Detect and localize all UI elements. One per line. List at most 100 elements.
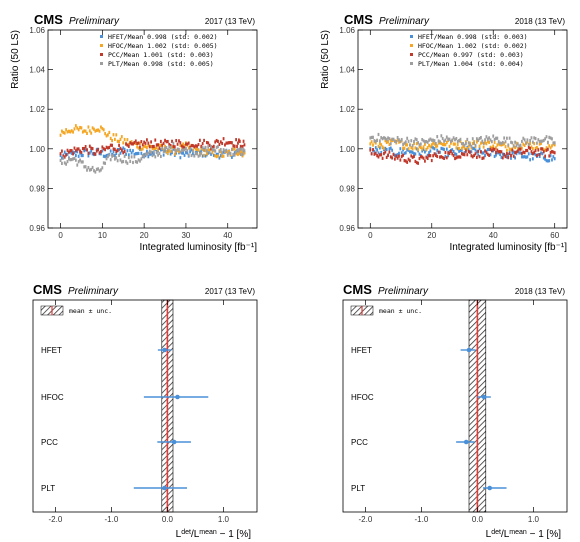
data-point [129, 159, 132, 163]
data-point [126, 143, 129, 147]
data-point [525, 148, 527, 153]
data-point [387, 136, 389, 140]
data-point [102, 147, 105, 151]
ratio-panel-0: 0.96 0.98 1.00 1.02 1.04 1.06 0 10 20 30 40 Integra… [10, 26, 258, 253]
data-point [514, 156, 516, 160]
data-point [187, 146, 190, 150]
data-point [424, 150, 426, 154]
data-point [200, 151, 203, 155]
data-point [396, 135, 399, 140]
data-point [458, 155, 460, 159]
data-point [482, 141, 485, 146]
data-point [523, 143, 526, 147]
data-point [133, 152, 136, 157]
data-point [90, 149, 93, 153]
data-point [373, 139, 376, 143]
data-point [141, 143, 144, 147]
data-point [73, 156, 76, 161]
data-point [417, 148, 420, 152]
data-point [400, 154, 403, 159]
data-point [235, 150, 237, 154]
data-point [137, 158, 140, 162]
data-point [115, 151, 118, 156]
data-point [403, 146, 406, 150]
data-point [155, 145, 158, 150]
data-point [72, 130, 74, 134]
data-point [380, 150, 383, 155]
data-point [377, 144, 380, 149]
central-point [487, 485, 493, 491]
data-point [531, 152, 534, 156]
data-point [132, 149, 134, 153]
data-point [74, 158, 77, 162]
data-point [63, 131, 66, 135]
data-point [101, 127, 104, 131]
data-point [493, 137, 496, 142]
data-point [140, 151, 143, 155]
data-point [123, 149, 126, 154]
data-point [237, 149, 239, 153]
data-point [480, 141, 482, 145]
detector-label: HFET [41, 346, 62, 355]
data-point [505, 155, 508, 159]
data-point [86, 148, 88, 152]
data-point [495, 146, 497, 150]
data-point [430, 145, 433, 149]
data-point [501, 142, 504, 147]
data-point [59, 153, 62, 158]
data-point [143, 140, 146, 144]
data-point [204, 154, 207, 158]
data-point [448, 144, 451, 148]
data-point [534, 148, 537, 153]
data-point [175, 138, 178, 143]
data-point [430, 138, 433, 142]
data-point [474, 148, 477, 152]
data-point [475, 155, 478, 160]
data-point [463, 151, 466, 155]
data-point [422, 145, 425, 149]
data-point [201, 147, 204, 152]
data-point [59, 158, 62, 163]
data-point [460, 142, 463, 146]
data-point [477, 149, 480, 153]
data-point [201, 154, 204, 158]
data-point [402, 148, 404, 152]
data-point [109, 158, 112, 162]
data-point [98, 169, 101, 173]
x-tick-label: 10 [98, 231, 107, 240]
data-point [112, 150, 115, 154]
data-point [441, 147, 444, 151]
data-point [201, 146, 204, 150]
detector-label: PLT [351, 484, 365, 493]
data-point [434, 145, 437, 149]
data-point [196, 144, 198, 148]
data-point [497, 140, 500, 144]
data-point [236, 152, 238, 156]
data-point [469, 143, 471, 147]
data-point [428, 151, 430, 155]
data-point [112, 153, 115, 158]
data-point [65, 162, 68, 166]
data-point [540, 141, 542, 145]
data-point [515, 144, 518, 148]
data-point [231, 141, 233, 145]
y-tick-label: 1.04 [339, 66, 355, 75]
data-point [388, 142, 391, 147]
data-point [521, 151, 523, 156]
data-point [104, 148, 107, 152]
data-point [449, 141, 452, 145]
data-point [179, 156, 182, 160]
data-point [444, 143, 447, 147]
legend-entry: HFET/Mean 0.998 (std: 0.003) [418, 33, 528, 41]
data-point [452, 136, 455, 140]
data-point [178, 139, 180, 143]
y-tick-label: 1.02 [339, 105, 355, 114]
data-point [59, 133, 62, 137]
data-point [90, 167, 93, 172]
data-point [404, 140, 407, 144]
data-point [116, 149, 119, 153]
data-point [70, 129, 73, 133]
data-point [541, 139, 544, 143]
data-point [73, 146, 76, 150]
data-point [521, 146, 523, 150]
